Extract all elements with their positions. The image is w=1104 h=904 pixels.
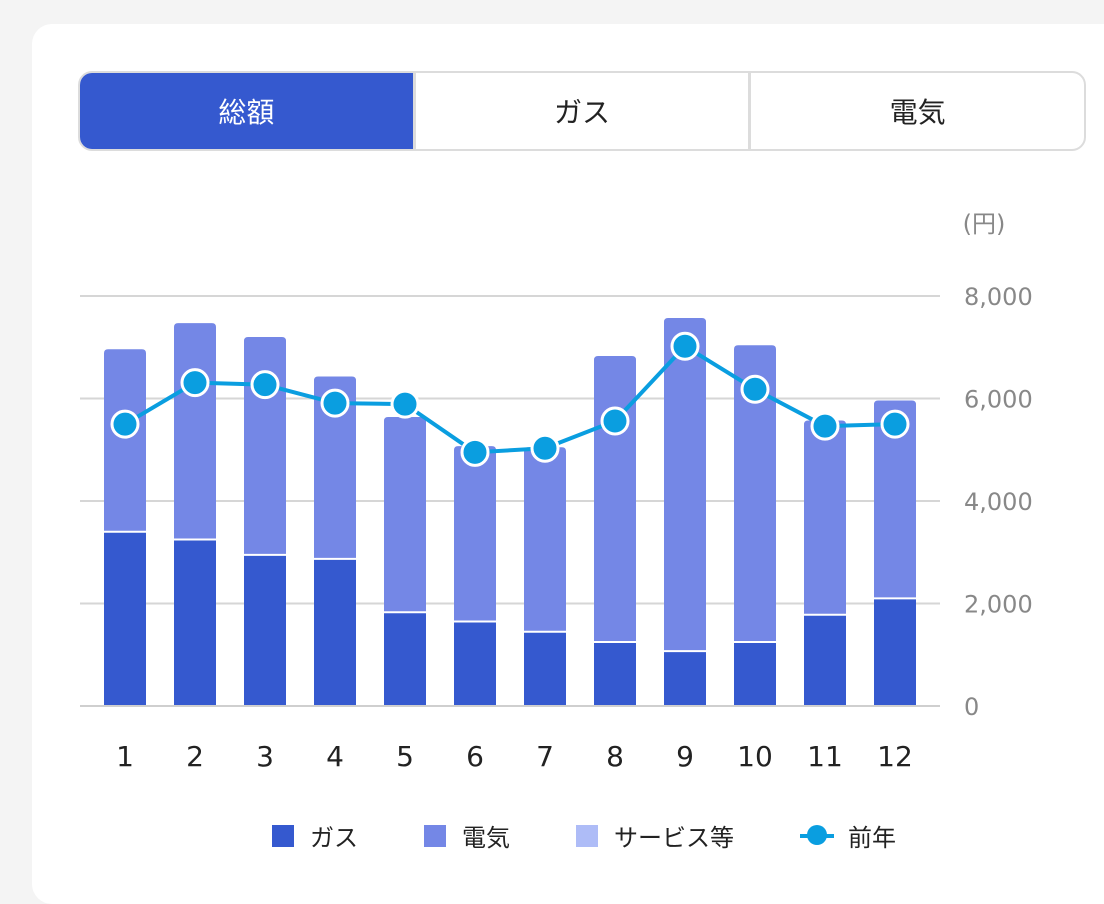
- y-tick-label: 2,000: [964, 591, 1033, 619]
- prev-year-point: [530, 433, 560, 463]
- legend-label-electricity: 電気: [462, 824, 510, 852]
- x-tick-label: 7: [536, 740, 554, 773]
- category-tabs: 総額 ガス 電気: [78, 71, 1086, 151]
- x-tick-label: 12: [877, 740, 913, 773]
- tab-electricity[interactable]: 電気: [748, 73, 1084, 149]
- x-tick-label: 3: [256, 740, 274, 773]
- bar-gas: [874, 598, 916, 706]
- prev-year-point: [390, 389, 420, 419]
- tab-gas[interactable]: ガス: [412, 73, 749, 149]
- bar-electricity: [384, 416, 426, 613]
- legend-swatch-service: [576, 824, 598, 847]
- bar-gas: [244, 554, 286, 706]
- prev-year-point: [180, 368, 210, 398]
- prev-year-point: [600, 406, 630, 436]
- prev-year-point: [460, 437, 490, 467]
- x-tick-label: 1: [116, 740, 134, 773]
- y-tick-label: 8,000: [964, 283, 1033, 311]
- bar-gas: [664, 651, 706, 706]
- x-tick-label: 10: [737, 740, 773, 773]
- prev-year-point: [880, 409, 910, 439]
- legend-item-electricity: 電気: [424, 818, 510, 853]
- y-tick-label: 0: [964, 693, 979, 721]
- bar-gas: [804, 614, 846, 706]
- legend-item-gas: ガス: [272, 818, 358, 853]
- bar-electricity: [314, 376, 356, 559]
- chart-legend: ガス 電気 サービス等 前年: [0, 818, 1104, 858]
- legend-label-prev-year: 前年: [848, 824, 896, 852]
- bar-electricity: [804, 420, 846, 615]
- bar-electricity: [454, 446, 496, 622]
- legend-item-prev-year: 前年: [800, 818, 896, 853]
- x-tick-label: 9: [676, 740, 694, 773]
- bar-gas: [594, 641, 636, 706]
- bar-electricity: [874, 400, 916, 599]
- x-tick-label: 2: [186, 740, 204, 773]
- legend-label-gas: ガス: [310, 824, 358, 852]
- legend-swatch-prev-year: [800, 824, 834, 847]
- y-axis-unit: (円): [963, 210, 1006, 238]
- x-tick-label: 5: [396, 740, 414, 773]
- y-tick-label: 6,000: [964, 386, 1033, 414]
- bar-gas: [174, 539, 216, 706]
- x-tick-label: 4: [326, 740, 344, 773]
- bar-gas: [454, 621, 496, 706]
- bar-gas: [524, 631, 566, 706]
- prev-year-point: [250, 370, 280, 400]
- bar-electricity: [174, 323, 216, 540]
- bar-gas: [314, 558, 356, 706]
- legend-swatch-electricity: [424, 824, 446, 847]
- x-tick-label: 11: [807, 740, 843, 773]
- bar-electricity: [104, 349, 146, 532]
- bar-gas: [734, 641, 776, 706]
- bar-electricity: [244, 337, 286, 555]
- prev-year-point: [320, 388, 350, 418]
- bar-gas: [104, 531, 146, 706]
- prev-year-point: [740, 374, 770, 404]
- y-tick-label: 4,000: [964, 488, 1033, 516]
- tab-total[interactable]: 総額: [80, 73, 413, 149]
- legend-swatch-gas: [272, 824, 294, 847]
- bar-electricity: [734, 345, 776, 642]
- x-tick-label: 8: [606, 740, 624, 773]
- prev-year-point: [110, 409, 140, 439]
- bar-gas: [384, 612, 426, 706]
- x-tick-label: 6: [466, 740, 484, 773]
- bar-electricity: [594, 355, 636, 642]
- prev-year-point: [810, 411, 840, 441]
- legend-label-service: サービス等: [614, 824, 734, 852]
- bar-electricity: [524, 447, 566, 632]
- bar-electricity: [664, 318, 706, 652]
- legend-item-service: サービス等: [576, 818, 734, 853]
- prev-year-point: [670, 331, 700, 361]
